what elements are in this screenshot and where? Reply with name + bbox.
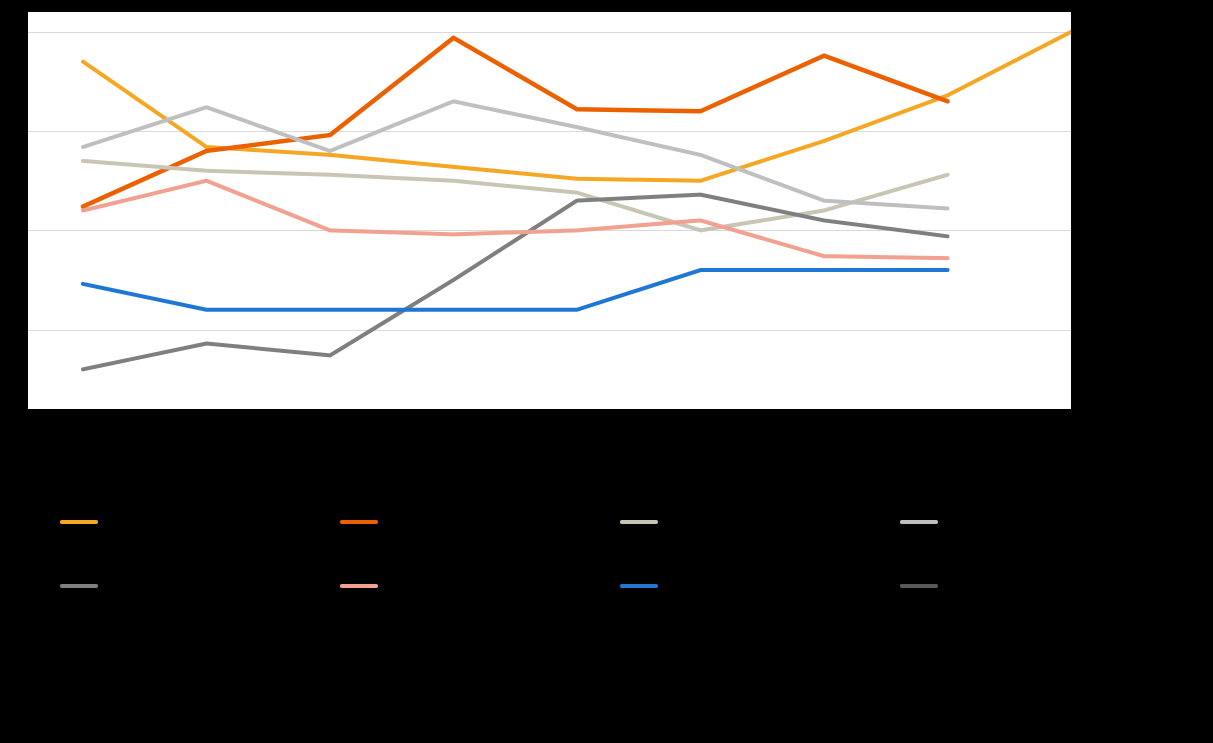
legend-row	[60, 584, 1180, 588]
legend-swatch	[900, 520, 938, 524]
series-line-s7	[83, 270, 948, 310]
legend	[60, 520, 1180, 588]
series-line-s1	[83, 32, 1071, 181]
legend-swatch	[60, 520, 98, 524]
legend-swatch	[60, 584, 98, 588]
legend-item-s1	[60, 520, 340, 524]
legend-item-s5	[60, 584, 340, 588]
legend-item-s8	[900, 584, 1180, 588]
chart-lines	[28, 12, 1071, 409]
legend-row	[60, 520, 1180, 524]
legend-swatch	[340, 584, 378, 588]
legend-swatch	[900, 584, 938, 588]
legend-item-s3	[620, 520, 900, 524]
legend-swatch	[620, 520, 658, 524]
series-end-label: 21	[1078, 128, 1116, 167]
legend-swatch	[620, 584, 658, 588]
series-line-s4	[83, 101, 948, 208]
legend-item-s2	[340, 520, 620, 524]
legend-item-s7	[620, 584, 900, 588]
legend-item-s4	[900, 520, 1180, 524]
series-line-s5	[83, 195, 948, 370]
chart-plot-area	[28, 12, 1071, 409]
legend-swatch	[340, 520, 378, 524]
legend-item-s6	[340, 584, 620, 588]
